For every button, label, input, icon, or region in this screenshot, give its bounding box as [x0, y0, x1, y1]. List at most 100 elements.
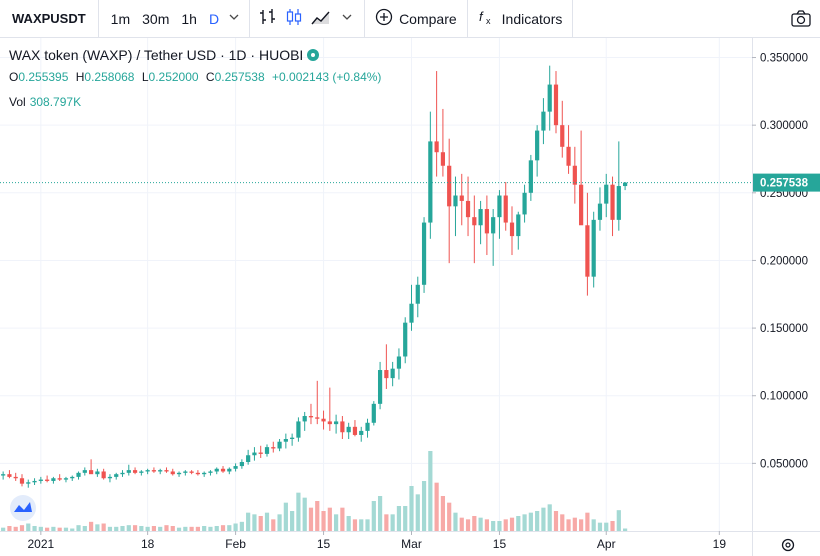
volume-bar — [447, 502, 452, 531]
volume-bar — [591, 519, 596, 531]
candle-body — [1, 474, 6, 476]
candles-icon[interactable] — [284, 7, 304, 30]
symbol-search[interactable]: WAXPUSDT — [0, 0, 99, 38]
volume-bar — [415, 494, 420, 531]
candle-body — [120, 472, 125, 475]
candle-body — [572, 165, 577, 185]
x-tick-label: 15 — [493, 537, 507, 551]
candle-body — [290, 437, 295, 440]
candle-body — [45, 479, 50, 481]
volume-bar — [290, 511, 295, 531]
high-value: 0.258068 — [84, 70, 135, 84]
candle-body — [491, 217, 496, 234]
indicators-label: Indicators — [501, 10, 563, 27]
volume-bar — [315, 501, 320, 531]
candle-body — [553, 84, 559, 126]
candle-body — [421, 222, 427, 285]
volume-bar — [572, 517, 577, 531]
interval-1m[interactable]: 1m — [110, 10, 131, 27]
logo-mark — [14, 502, 32, 512]
volume-bar — [126, 525, 131, 531]
volume-label: Vol — [9, 95, 26, 109]
volume-bar — [45, 527, 50, 531]
y-tick-label: 0.150000 — [760, 323, 808, 335]
candle-body — [597, 203, 603, 220]
volume-bar — [19, 525, 25, 531]
volume-bar — [434, 482, 439, 531]
chevron-down-icon[interactable] — [225, 12, 243, 25]
candle-body — [283, 439, 288, 442]
camera-icon[interactable] — [790, 8, 812, 33]
candle-body — [346, 426, 351, 433]
volume-bar — [302, 497, 307, 531]
volume-bar — [528, 512, 533, 531]
volume-bar — [296, 492, 301, 531]
volume-bar — [114, 526, 119, 531]
candle-body — [327, 421, 332, 425]
interval-d[interactable]: D — [208, 10, 220, 27]
area-icon[interactable] — [310, 7, 332, 30]
volume-bar — [264, 512, 270, 531]
candle-body — [403, 322, 408, 357]
y-tick-label: 0.300000 — [760, 120, 808, 132]
settings-gear-icon[interactable] — [781, 538, 795, 552]
price-chart[interactable]: 0.3500000.3000000.2500000.2000000.150000… — [0, 38, 820, 556]
volume-bar — [522, 514, 527, 531]
interval-30m[interactable]: 30m — [142, 10, 170, 27]
candle-body — [604, 184, 609, 204]
interval-1h[interactable]: 1h — [181, 10, 197, 27]
volume-bar — [176, 527, 182, 531]
candle-body — [233, 466, 238, 469]
volume-bar — [541, 507, 546, 531]
volume-bar — [428, 451, 433, 531]
x-tick-label: 2021 — [27, 537, 54, 551]
candle-body — [88, 470, 94, 475]
candle-body — [76, 472, 81, 477]
svg-text:f: f — [479, 9, 484, 24]
volume-bar — [497, 521, 502, 531]
compare-button[interactable]: Compare — [365, 0, 468, 38]
volume-bar — [239, 521, 244, 531]
candle-body — [107, 476, 113, 479]
volume-bar — [585, 512, 590, 531]
volume-bar — [409, 486, 414, 531]
candle-body — [465, 200, 471, 218]
volume-bar — [560, 514, 565, 531]
volume-bar — [390, 514, 395, 531]
volume-bar — [308, 507, 314, 531]
candle-body — [535, 130, 540, 161]
volume-bar — [139, 526, 144, 531]
candle-body — [13, 476, 18, 479]
volume-bar — [132, 525, 138, 531]
candle-body — [208, 471, 213, 473]
volume-bar — [107, 526, 113, 531]
candle-body — [195, 472, 200, 475]
candle-body — [610, 184, 615, 220]
volume-bar — [101, 523, 106, 531]
candle-body — [560, 125, 565, 147]
volume-bar — [535, 511, 540, 531]
volume-bar — [283, 502, 288, 531]
market-status-icon[interactable] — [307, 49, 320, 61]
candle-body — [183, 471, 188, 473]
candle-body — [158, 470, 163, 472]
volume-bar — [334, 514, 339, 531]
volume-bar — [472, 516, 477, 531]
candle-body — [359, 430, 364, 435]
candle-body — [453, 195, 458, 207]
volume-bar — [352, 519, 358, 531]
volume-bar — [622, 528, 628, 531]
candle-body — [214, 468, 219, 472]
compare-label: Compare — [399, 10, 457, 27]
bar-style-icon[interactable] — [258, 7, 278, 30]
y-tick-label: 0.350000 — [760, 53, 808, 65]
volume-bar — [7, 526, 12, 531]
candle-body — [220, 468, 226, 472]
volume-bar — [76, 525, 81, 531]
chevron-down-icon[interactable] — [338, 12, 356, 25]
candle-body — [82, 470, 87, 473]
tradingview-logo-icon — [10, 495, 36, 521]
volume-bar — [158, 526, 163, 531]
volume-bar — [340, 507, 345, 531]
